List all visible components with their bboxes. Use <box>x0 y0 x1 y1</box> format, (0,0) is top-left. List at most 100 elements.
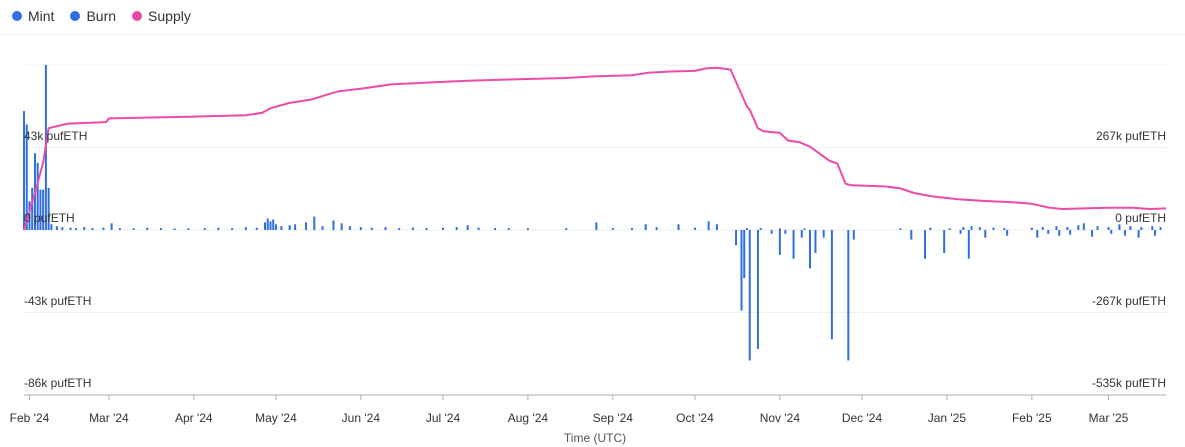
x-tick-label: Sep '24 <box>593 411 634 425</box>
burn-bar <box>967 230 970 259</box>
burn-bar <box>1110 230 1113 234</box>
mint-bar <box>305 222 308 230</box>
mint-bar <box>370 227 373 230</box>
line-series <box>23 66 1167 231</box>
mint-bar <box>1041 227 1044 230</box>
mint-bar <box>630 228 633 230</box>
burn-bar <box>735 230 738 246</box>
x-tick-label: Jun '24 <box>342 411 381 425</box>
burn-bar <box>814 230 817 254</box>
x-tick-label: Apr '24 <box>175 411 213 425</box>
legend-label-supply: Supply <box>148 8 191 24</box>
mint-bar <box>494 228 497 230</box>
mint-bar <box>707 221 710 230</box>
mint-bar <box>47 187 50 230</box>
x-tick-label: Nov '24 <box>760 411 801 425</box>
mint-bar <box>159 228 162 230</box>
mint-bar <box>595 222 598 230</box>
mint-bar <box>255 227 258 230</box>
mint-bar <box>1077 225 1080 230</box>
burn-bar <box>1047 230 1050 234</box>
mint-bar <box>455 227 458 230</box>
mint-bar <box>1151 226 1154 230</box>
burn-bar <box>943 230 946 254</box>
burn-bar <box>822 230 825 238</box>
mint-bar <box>348 226 351 230</box>
mint-bar <box>978 227 981 230</box>
legend-item-mint[interactable]: Mint <box>12 8 54 24</box>
mint-bar <box>321 226 324 230</box>
burn-bar <box>910 230 913 240</box>
mint-bar <box>1159 227 1162 230</box>
mint-bar <box>759 228 762 230</box>
legend-marker-mint <box>12 11 22 21</box>
burn-bar <box>784 230 787 234</box>
x-tick-label: Aug '24 <box>508 411 549 425</box>
y-left-tick-label: 0 pufETH <box>24 211 75 225</box>
mint-bar <box>1140 227 1143 230</box>
legend-label-burn: Burn <box>86 8 117 24</box>
mint-bar <box>442 227 445 230</box>
mint-bar <box>948 228 951 230</box>
burn-bar <box>830 230 833 340</box>
mint-bar <box>146 227 149 230</box>
mint-bar <box>274 224 277 230</box>
mint-bar <box>203 228 206 230</box>
burn-bar <box>756 230 759 349</box>
x-tick-label: Feb '24 <box>10 411 50 425</box>
burn-bar <box>847 230 850 361</box>
burn-bar <box>1006 230 1009 236</box>
x-tick-label: Mar '24 <box>89 411 129 425</box>
mint-bar <box>288 225 291 230</box>
burn-bar <box>748 230 751 361</box>
x-tick-label: Mar '25 <box>1089 411 1129 425</box>
y-left-tick-label: -86k pufETH <box>24 376 91 390</box>
mint-bar <box>384 227 387 230</box>
mint-bar <box>359 227 362 230</box>
mint-bar <box>1129 226 1132 230</box>
burn-bar <box>1091 230 1094 237</box>
mint-bar <box>91 228 94 230</box>
mint-bar <box>39 189 42 230</box>
x-tick-label: Jan '25 <box>928 411 967 425</box>
mint-bar <box>50 224 53 230</box>
mint-bar <box>715 224 718 230</box>
mint-bar <box>1107 227 1110 230</box>
mint-bar <box>803 228 806 230</box>
burn-bar <box>808 230 811 269</box>
mint-bar <box>28 201 31 230</box>
x-tick-label: May '24 <box>255 411 297 425</box>
mint-bar <box>269 221 272 230</box>
mint-bar <box>425 228 428 230</box>
mint-bar <box>745 228 748 230</box>
legend-divider <box>0 34 1185 35</box>
mint-bar <box>1082 223 1085 230</box>
mint-bar <box>411 227 414 230</box>
mint-bar <box>69 227 72 230</box>
legend-marker-burn <box>70 11 81 21</box>
burn-bar <box>1058 230 1061 236</box>
mint-bar <box>31 187 34 230</box>
mint-bar <box>929 227 932 230</box>
mint-bar <box>231 228 234 230</box>
bar-series <box>23 65 1162 361</box>
burn-bar <box>778 230 781 255</box>
legend-item-supply[interactable]: Supply <box>132 8 191 24</box>
mint-bar <box>970 226 973 230</box>
mint-bar <box>173 228 176 230</box>
mint-bar <box>677 224 680 230</box>
x-tick-label: Dec '24 <box>842 411 883 425</box>
mint-bar <box>55 226 58 230</box>
mint-bar <box>42 189 45 230</box>
burn-bar <box>959 230 962 234</box>
legend-item-burn[interactable]: Burn <box>70 8 116 24</box>
mint-bar <box>466 225 469 230</box>
mint-bar <box>611 228 614 230</box>
x-axis-title: Time (UTC) <box>564 431 626 445</box>
mint-bar <box>962 227 965 230</box>
mint-bar <box>477 227 480 230</box>
mint-bar <box>1055 226 1058 230</box>
chart-legend: Mint Burn Supply <box>12 6 191 26</box>
legend-label-mint: Mint <box>28 8 55 24</box>
